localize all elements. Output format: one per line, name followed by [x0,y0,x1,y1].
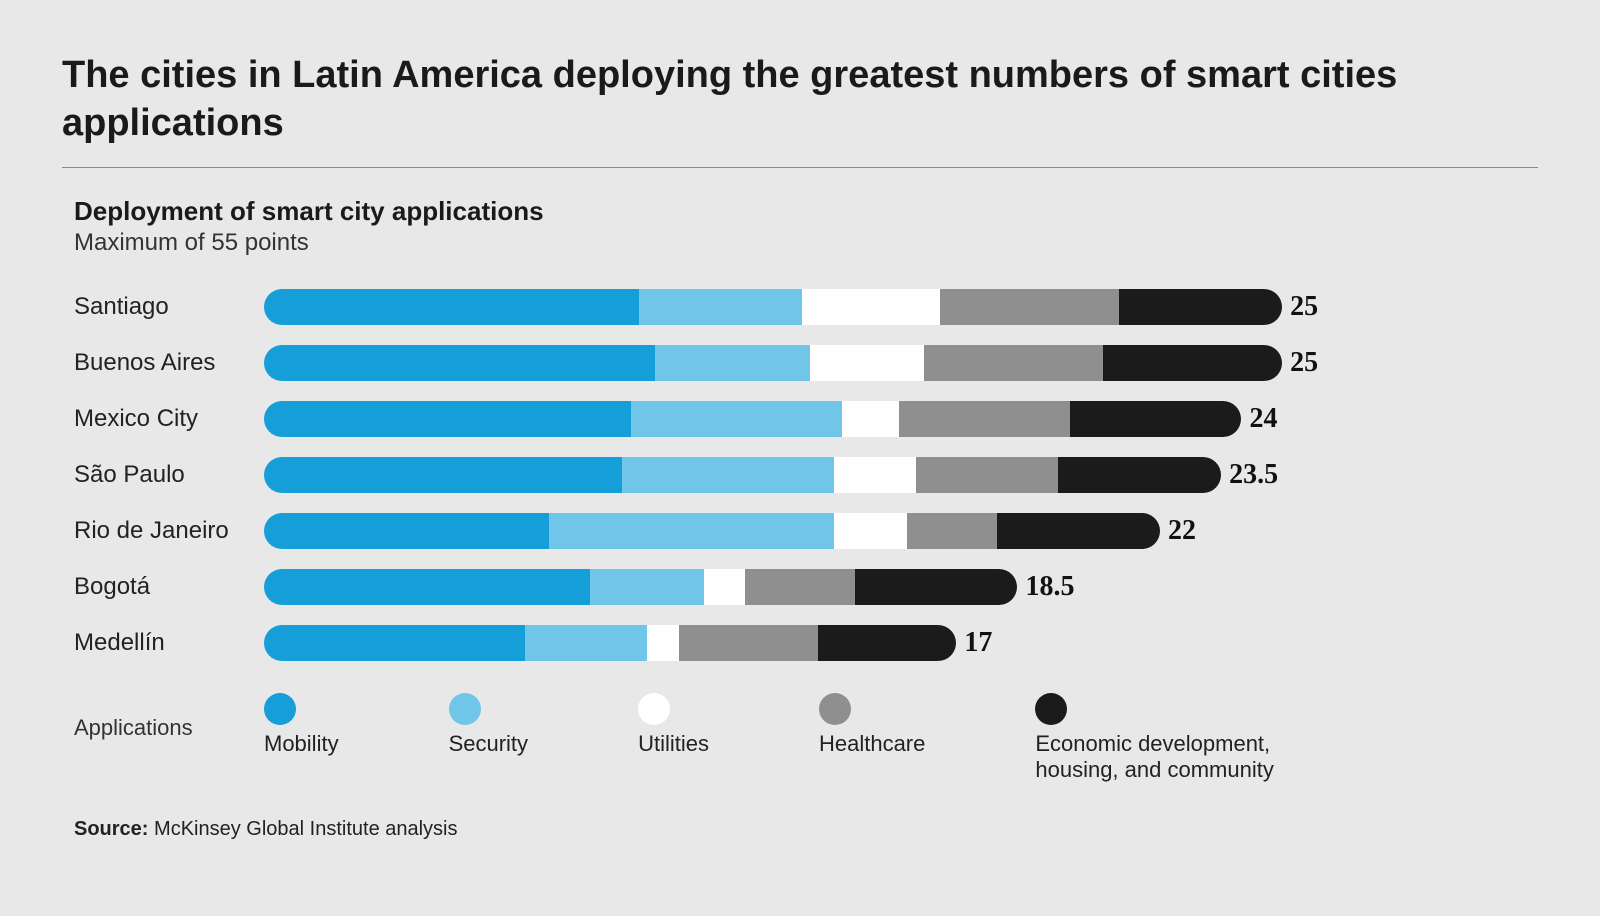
divider [62,167,1538,168]
subtitle: Deployment of smart city applications [74,196,1538,227]
bar-row: Medellín 17 [74,615,1538,671]
legend-label: Mobility [264,731,339,757]
legend: Applications Mobility Security Utilities He… [74,693,1538,784]
bar-segment [264,513,549,549]
stacked-bar [264,569,1017,605]
city-label: São Paulo [74,461,264,489]
bar-wrap: 25 [264,289,1384,325]
legend-swatch [264,693,296,725]
stacked-bar [264,289,1282,325]
bar-segment [899,401,1070,437]
legend-label: Utilities [638,731,709,757]
bar-segment [679,625,817,661]
bar-segment [818,625,956,661]
bar-row: Buenos Aires 25 [74,335,1538,391]
bar-row: Mexico City 24 [74,391,1538,447]
bar-segment [802,289,940,325]
stacked-bar [264,457,1221,493]
bar-segment [1058,457,1221,493]
city-label: Santiago [74,293,264,321]
bar-row: Rio de Janeiro 22 [74,503,1538,559]
stacked-bar [264,513,1160,549]
bar-segment [997,513,1160,549]
bar-segment [1103,345,1282,381]
bar-total: 25 [1290,347,1318,379]
legend-label: Economic development, housing, and commu… [1035,731,1295,784]
legend-swatch [638,693,670,725]
legend-item: Economic development, housing, and commu… [1035,693,1295,784]
bar-segment [907,513,997,549]
bar-segment [655,345,810,381]
city-label: Bogotá [74,573,264,601]
bar-segment [810,345,924,381]
city-label: Medellín [74,629,264,657]
legend-title: Applications [74,693,264,741]
bar-total: 25 [1290,291,1318,323]
stacked-bar [264,625,956,661]
bar-total: 18.5 [1025,571,1074,603]
bar-row: Bogotá 18.5 [74,559,1538,615]
stacked-bar-chart: Santiago 25 Buenos Aires 25 Mexico City 24 São… [74,279,1538,671]
bar-segment [264,457,622,493]
city-label: Rio de Janeiro [74,517,264,545]
bar-row: São Paulo 23.5 [74,447,1538,503]
subtitle-block: Deployment of smart city applications Ma… [74,196,1538,257]
legend-label: Security [449,731,528,757]
city-label: Mexico City [74,405,264,433]
bar-segment [264,401,631,437]
legend-swatch [819,693,851,725]
bar-segment [834,513,907,549]
bar-wrap: 18.5 [264,569,1384,605]
bar-total: 24 [1249,403,1277,435]
legend-swatch [449,693,481,725]
bar-segment [842,401,899,437]
bar-segment [264,289,639,325]
bar-row: Santiago 25 [74,279,1538,335]
bar-segment [1070,401,1241,437]
chart-title: The cities in Latin America deploying th… [62,52,1538,147]
bar-wrap: 24 [264,401,1384,437]
bar-segment [264,569,590,605]
stacked-bar [264,345,1282,381]
legend-items: Mobility Security Utilities Healthcare Econo… [264,693,1295,784]
legend-swatch [1035,693,1067,725]
bar-total: 17 [964,627,992,659]
bar-segment [622,457,834,493]
legend-item: Healthcare [819,693,925,784]
bar-segment [647,625,680,661]
city-label: Buenos Aires [74,349,264,377]
subtitle-note: Maximum of 55 points [74,229,1538,257]
bar-segment [631,401,843,437]
bar-total: 23.5 [1229,459,1278,491]
bar-segment [745,569,855,605]
bar-wrap: 22 [264,513,1384,549]
bar-segment [525,625,647,661]
bar-wrap: 25 [264,345,1384,381]
bar-total: 22 [1168,515,1196,547]
bar-segment [549,513,834,549]
bar-wrap: 17 [264,625,1384,661]
bar-segment [916,457,1059,493]
bar-segment [590,569,704,605]
legend-item: Utilities [638,693,709,784]
bar-segment [855,569,1018,605]
bar-segment [639,289,802,325]
bar-segment [924,345,1103,381]
bar-wrap: 23.5 [264,457,1384,493]
source-line: Source: McKinsey Global Institute analys… [74,818,1538,841]
bar-segment [704,569,745,605]
bar-segment [1119,289,1282,325]
bar-segment [940,289,1119,325]
legend-item: Mobility [264,693,339,784]
source-text: McKinsey Global Institute analysis [154,818,457,840]
bar-segment [834,457,915,493]
legend-item: Security [449,693,528,784]
legend-label: Healthcare [819,731,925,757]
bar-segment [264,345,655,381]
source-prefix: Source: [74,818,148,840]
stacked-bar [264,401,1241,437]
bar-segment [264,625,525,661]
